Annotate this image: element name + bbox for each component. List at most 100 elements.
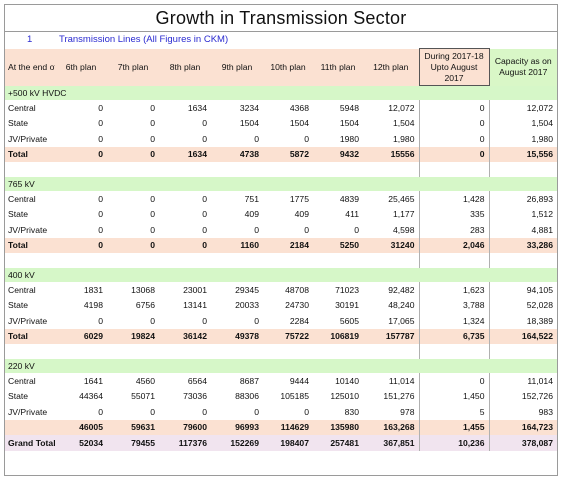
table-cell: 1634 bbox=[159, 146, 211, 162]
table-cell: 9444 bbox=[289, 375, 309, 386]
header-cell: 9th plan bbox=[211, 48, 263, 86]
row-label: JV/Private bbox=[8, 406, 48, 417]
table-row: JV/Private 0 0 0 0 0 1980 1,980 0 1,980 bbox=[5, 131, 557, 147]
table-cell: 1,512 bbox=[531, 209, 553, 220]
table-cell: 106819 bbox=[313, 328, 363, 344]
header-cell: 7th plan bbox=[107, 48, 159, 86]
transmission-table: At the end of 6th plan 7th plan 8th plan… bbox=[5, 48, 557, 451]
table-cell: 10140 bbox=[335, 375, 359, 386]
table-row: Central 0 0 0 751 1775 4839 25,465 1,428 26,893 bbox=[5, 191, 557, 207]
table-cell: 0 bbox=[202, 133, 207, 144]
header-cell-capacity: Capacity as on August 2017 bbox=[489, 48, 557, 86]
row-label bbox=[5, 419, 55, 435]
row-label: State bbox=[8, 118, 29, 129]
table-cell: 0 bbox=[354, 224, 359, 235]
table-cell: 983 bbox=[538, 406, 553, 417]
table-cell: 73036 bbox=[183, 391, 207, 402]
table-cell: 1504 bbox=[239, 118, 259, 129]
table-cell: 3234 bbox=[239, 102, 259, 113]
table-cell: 0 bbox=[98, 209, 103, 220]
table-cell: 0 bbox=[150, 406, 155, 417]
table-cell: 19824 bbox=[107, 328, 159, 344]
table-cell: 75722 bbox=[263, 328, 313, 344]
table-cell: 23001 bbox=[183, 284, 207, 295]
table-cell: 751 bbox=[244, 193, 259, 204]
table-cell: 0 bbox=[150, 224, 155, 235]
table-cell: 367,851 bbox=[363, 435, 419, 451]
row-label: Central bbox=[8, 375, 36, 386]
table-cell: 0 bbox=[202, 193, 207, 204]
total-row: 46005 59631 79600 96993 114629 135980 163,268 1… bbox=[5, 419, 557, 435]
table-cell: 36142 bbox=[159, 328, 211, 344]
table-row: Central 0 0 1634 3234 4368 5948 12,072 0 12,072 bbox=[5, 100, 557, 116]
table-cell: 5948 bbox=[339, 102, 359, 113]
header-cell: At the end of bbox=[5, 48, 55, 86]
table-cell: 1,324 bbox=[418, 313, 490, 329]
row-label: Central bbox=[8, 193, 36, 204]
table-cell: 157787 bbox=[363, 328, 419, 344]
section-title: +500 kV HVDC bbox=[5, 85, 557, 100]
table-cell: 0 bbox=[150, 209, 155, 220]
table-cell: 1504 bbox=[339, 118, 359, 129]
table-row: JV/Private 0 0 0 0 0 830 978 5 983 bbox=[5, 404, 557, 420]
table-cell: 26,893 bbox=[526, 193, 553, 204]
row-label: Total bbox=[5, 237, 55, 253]
table-row: State 0 0 0 409 409 411 1,177 335 1,512 bbox=[5, 206, 557, 222]
table-cell: 49378 bbox=[211, 328, 263, 344]
table-cell: 1634 bbox=[187, 102, 207, 113]
table-cell: 4839 bbox=[339, 193, 359, 204]
table-cell: 79600 bbox=[159, 419, 211, 435]
table-cell: 1,980 bbox=[531, 133, 553, 144]
table-cell: 0 bbox=[150, 193, 155, 204]
table-cell: 0 bbox=[254, 406, 259, 417]
table-cell: 5872 bbox=[263, 146, 313, 162]
table-cell: 0 bbox=[107, 146, 159, 162]
table-cell: 12,072 bbox=[388, 102, 415, 113]
header-cell: 11th plan bbox=[313, 48, 363, 86]
table-cell: 96993 bbox=[211, 419, 263, 435]
table-cell: 12,072 bbox=[526, 102, 553, 113]
table-cell: 1160 bbox=[211, 237, 263, 253]
table-cell: 1,623 bbox=[418, 282, 490, 298]
header-cell-during: During 2017-18 Upto August 2017 bbox=[418, 48, 490, 86]
total-row: Total 6029 19824 36142 49378 75722 106819 15778… bbox=[5, 328, 557, 344]
table-cell: 92,482 bbox=[388, 284, 415, 295]
table-cell: 1,450 bbox=[418, 388, 490, 404]
table-cell: 20033 bbox=[235, 300, 259, 311]
table-cell: 1,428 bbox=[418, 191, 490, 207]
table-cell: 8687 bbox=[239, 375, 259, 386]
table-cell: 978 bbox=[400, 406, 415, 417]
row-label: Central bbox=[8, 102, 36, 113]
row-label: Total bbox=[5, 146, 55, 162]
table-cell: 0 bbox=[304, 406, 309, 417]
row-label: Total bbox=[5, 328, 55, 344]
table-row: JV/Private 0 0 0 0 2284 5605 17,065 1,324 18,389 bbox=[5, 313, 557, 329]
section-header-row: 400 kV bbox=[5, 268, 557, 282]
table-cell: 0 bbox=[202, 118, 207, 129]
table-cell: 257481 bbox=[313, 435, 363, 451]
section-title: 220 kV bbox=[5, 359, 557, 373]
section-title: 400 kV bbox=[5, 268, 557, 282]
header-cell: 8th plan bbox=[159, 48, 211, 86]
table-cell: 0 bbox=[55, 146, 107, 162]
table-cell: 44364 bbox=[79, 391, 103, 402]
table-cell: 0 bbox=[418, 115, 490, 131]
total-row: Total 0 0 0 1160 2184 5250 31240 2,046 33,286 bbox=[5, 237, 557, 253]
row-label: JV/Private bbox=[8, 224, 48, 235]
table-cell: 0 bbox=[418, 373, 490, 389]
table-cell: 15556 bbox=[363, 146, 419, 162]
header-cell: 6th plan bbox=[55, 48, 107, 86]
table-cell: 2,046 bbox=[418, 237, 490, 253]
table-cell: 135980 bbox=[313, 419, 363, 435]
table-cell: 59631 bbox=[107, 419, 159, 435]
table-cell: 1,980 bbox=[392, 133, 415, 144]
row-label: JV/Private bbox=[8, 133, 48, 144]
table-cell: 0 bbox=[418, 100, 490, 116]
table-cell: 0 bbox=[202, 315, 207, 326]
table-cell: 0 bbox=[159, 237, 211, 253]
table-cell: 0 bbox=[150, 133, 155, 144]
table-cell: 0 bbox=[107, 237, 159, 253]
table-cell: 55071 bbox=[131, 391, 155, 402]
table-cell: 198407 bbox=[263, 435, 313, 451]
table-cell: 0 bbox=[304, 224, 309, 235]
